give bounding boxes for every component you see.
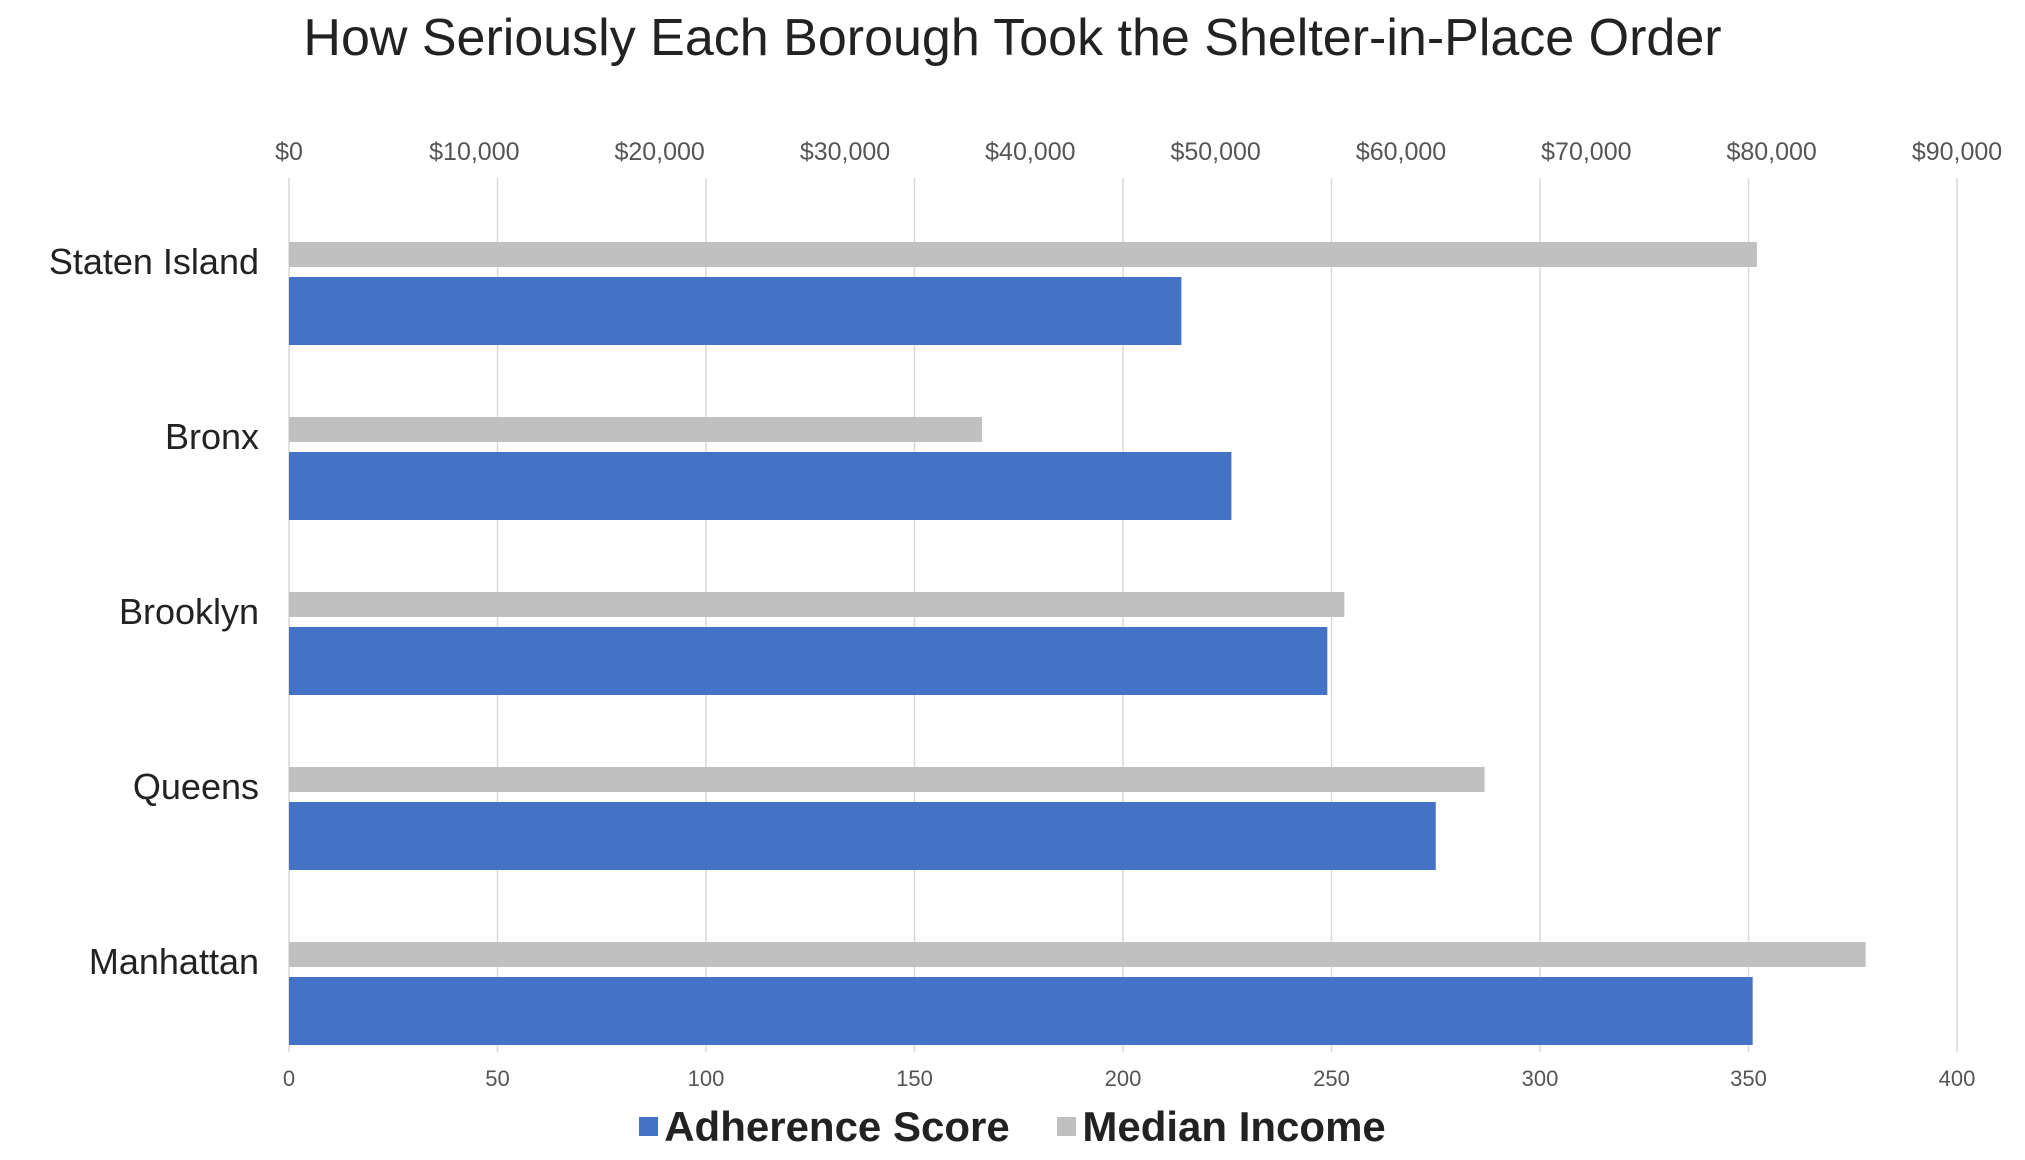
category-label-manhattan: Manhattan bbox=[89, 941, 259, 982]
top-tick-label-3: $30,000 bbox=[800, 138, 890, 166]
bar-adherence-score-manhattan bbox=[289, 977, 1753, 1045]
legend: Adherence Score Median Income bbox=[0, 1100, 2025, 1151]
top-tick-label-4: $40,000 bbox=[985, 138, 1075, 166]
top-tick-label-0: $0 bbox=[275, 138, 303, 166]
bar-median-income-queens bbox=[289, 767, 1485, 792]
bars bbox=[289, 242, 1866, 1045]
top-tick-label-6: $60,000 bbox=[1356, 138, 1446, 166]
bar-adherence-score-bronx bbox=[289, 452, 1232, 520]
bottom-tick-label-3: 150 bbox=[896, 1066, 933, 1091]
category-label-queens: Queens bbox=[133, 766, 259, 807]
legend-label-adherence-score: Adherence Score bbox=[664, 1102, 1010, 1150]
legend-item-median-income: Median Income bbox=[1057, 1102, 1386, 1151]
bottom-tick-label-4: 200 bbox=[1105, 1066, 1142, 1091]
bar-median-income-manhattan bbox=[289, 942, 1866, 967]
bottom-tick-label-0: 0 bbox=[283, 1066, 295, 1091]
category-label-brooklyn: Brooklyn bbox=[119, 591, 259, 632]
top-tick-label-9: $90,000 bbox=[1912, 138, 2002, 166]
axis-labels: $0 $10,000 $20,000 $30,000 $40,000 $50,000 $60… bbox=[49, 138, 2002, 1091]
bar-median-income-brooklyn bbox=[289, 592, 1345, 617]
legend-swatch-adherence-score bbox=[639, 1117, 659, 1137]
chart-title: How Seriously Each Borough Took the Shel… bbox=[303, 9, 1722, 67]
bottom-tick-label-8: 400 bbox=[1939, 1066, 1976, 1091]
bottom-tick-label-6: 300 bbox=[1522, 1066, 1559, 1091]
top-tick-label-7: $70,000 bbox=[1541, 138, 1631, 166]
bar-adherence-score-staten-island bbox=[289, 277, 1182, 345]
bottom-tick-label-1: 50 bbox=[485, 1066, 509, 1091]
bottom-tick-label-5: 250 bbox=[1313, 1066, 1350, 1091]
legend-swatch-median-income bbox=[1057, 1117, 1077, 1137]
top-tick-label-5: $50,000 bbox=[1170, 138, 1260, 166]
category-label-staten-island: Staten Island bbox=[49, 241, 259, 282]
bar-median-income-bronx bbox=[289, 417, 983, 442]
bar-adherence-score-brooklyn bbox=[289, 627, 1328, 695]
bar-adherence-score-queens bbox=[289, 802, 1436, 870]
top-tick-label-1: $10,000 bbox=[429, 138, 519, 166]
bottom-tick-label-2: 100 bbox=[688, 1066, 725, 1091]
bottom-tick-label-7: 350 bbox=[1730, 1066, 1767, 1091]
legend-label-median-income: Median Income bbox=[1082, 1102, 1386, 1150]
category-label-bronx: Bronx bbox=[165, 416, 259, 457]
top-tick-label-8: $80,000 bbox=[1726, 138, 1816, 166]
top-tick-label-2: $20,000 bbox=[614, 138, 704, 166]
bar-median-income-staten-island bbox=[289, 242, 1757, 267]
legend-item-adherence-score: Adherence Score bbox=[639, 1102, 1010, 1151]
